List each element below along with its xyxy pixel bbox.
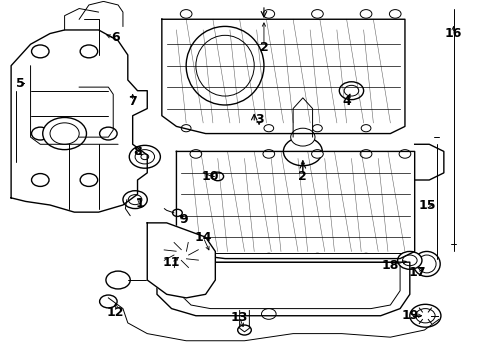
Circle shape [162, 241, 201, 269]
Circle shape [122, 191, 147, 208]
Circle shape [190, 150, 201, 158]
Text: 7: 7 [128, 95, 137, 108]
Circle shape [141, 154, 148, 159]
Circle shape [290, 128, 314, 146]
Bar [162, 253, 409, 262]
Circle shape [360, 150, 371, 158]
Circle shape [180, 10, 192, 18]
Circle shape [42, 117, 86, 150]
Circle shape [50, 123, 79, 144]
Circle shape [264, 125, 273, 132]
Text: 8: 8 [133, 145, 142, 158]
Ellipse shape [413, 251, 439, 276]
Polygon shape [11, 30, 147, 212]
Circle shape [135, 150, 154, 164]
Text: 3: 3 [254, 113, 263, 126]
Circle shape [211, 172, 223, 181]
Text: 2: 2 [259, 41, 268, 54]
Circle shape [311, 150, 323, 158]
Text: 15: 15 [417, 198, 435, 212]
Circle shape [152, 234, 210, 276]
Circle shape [360, 10, 371, 18]
Circle shape [388, 10, 400, 18]
Circle shape [31, 45, 49, 58]
Text: 18: 18 [381, 259, 398, 272]
Circle shape [181, 125, 191, 132]
Circle shape [128, 195, 142, 204]
Text: 9: 9 [179, 213, 188, 226]
Text: 19: 19 [400, 309, 418, 322]
Ellipse shape [417, 255, 435, 273]
Ellipse shape [186, 26, 264, 105]
Circle shape [80, 45, 98, 58]
Circle shape [311, 10, 323, 18]
Circle shape [361, 253, 370, 260]
Polygon shape [157, 262, 409, 316]
Circle shape [174, 249, 188, 260]
Text: 10: 10 [202, 170, 219, 183]
Circle shape [344, 85, 358, 96]
Circle shape [100, 127, 117, 140]
Circle shape [106, 271, 130, 289]
Polygon shape [147, 223, 215, 298]
Text: 12: 12 [107, 306, 124, 319]
Circle shape [264, 253, 273, 260]
Polygon shape [162, 19, 404, 134]
Circle shape [409, 304, 440, 327]
Circle shape [312, 253, 322, 260]
Circle shape [237, 325, 251, 335]
Circle shape [263, 10, 274, 18]
Circle shape [398, 150, 410, 158]
Circle shape [100, 295, 117, 308]
Text: 13: 13 [230, 311, 248, 324]
Circle shape [263, 150, 274, 158]
Text: 5: 5 [17, 77, 25, 90]
Polygon shape [176, 152, 414, 258]
Circle shape [283, 137, 322, 166]
Circle shape [261, 309, 276, 319]
Circle shape [415, 309, 434, 323]
Circle shape [172, 209, 182, 216]
Circle shape [339, 82, 363, 100]
Text: 11: 11 [163, 256, 180, 269]
Text: 2: 2 [298, 170, 306, 183]
Text: 4: 4 [342, 95, 350, 108]
Text: 6: 6 [111, 31, 120, 44]
Text: 17: 17 [407, 266, 425, 279]
Text: 16: 16 [444, 27, 461, 40]
Circle shape [402, 255, 416, 266]
Circle shape [312, 125, 322, 132]
Text: 14: 14 [194, 231, 211, 244]
Circle shape [31, 174, 49, 186]
Ellipse shape [196, 35, 254, 96]
Circle shape [31, 127, 49, 140]
Circle shape [397, 251, 421, 269]
Circle shape [80, 174, 98, 186]
Text: 1: 1 [135, 197, 144, 210]
Circle shape [191, 253, 201, 260]
Circle shape [129, 145, 160, 168]
Circle shape [361, 125, 370, 132]
